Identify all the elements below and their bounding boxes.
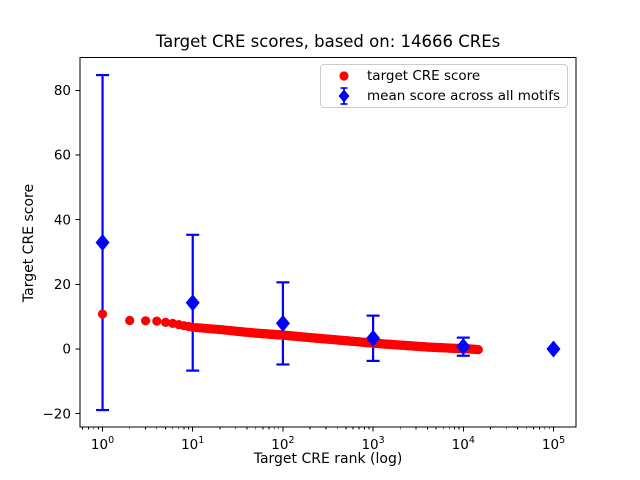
y-tick-label: 40 [54, 212, 71, 228]
target-score-point [473, 345, 483, 355]
target-score-point [97, 309, 108, 319]
target-score-point [152, 316, 162, 326]
y-tick-label: 80 [54, 83, 71, 99]
legend-row-mean-score: mean score across all motifs [321, 86, 567, 106]
y-tick-label: 20 [54, 277, 71, 293]
mean-score-errorbars-layer [96, 73, 470, 412]
plot-border [79, 57, 577, 428]
y-tick-label: −20 [43, 406, 72, 422]
y-tick-label: 60 [54, 148, 71, 164]
y-tick-label: 0 [62, 342, 71, 358]
legend-label-target-score: target CRE score [367, 67, 481, 84]
legend-label-mean-score: mean score across all motifs [367, 88, 561, 105]
legend-row-target-score: target CRE score [321, 66, 567, 86]
x-axis-title: Target CRE rank (log) [253, 451, 403, 467]
chart-title: Target CRE scores, based on: 14666 CREs [155, 32, 501, 51]
blue-diamond-errorbar-icon [321, 86, 367, 106]
mean-score-marker [366, 329, 381, 347]
target-score-series [97, 309, 483, 355]
red-dot-icon [321, 68, 367, 84]
mean-score-marker [275, 314, 290, 332]
mean-score-marker [456, 338, 471, 356]
mean-score-markers-layer [95, 234, 561, 358]
mean-score-marker [546, 340, 561, 358]
mean-score-marker [95, 234, 110, 252]
target-score-point [161, 317, 171, 327]
mean-score-marker [185, 294, 200, 312]
legend: target CRE score mean score across all m… [320, 64, 568, 108]
target-score-point [141, 316, 151, 326]
target-score-point [125, 315, 135, 326]
